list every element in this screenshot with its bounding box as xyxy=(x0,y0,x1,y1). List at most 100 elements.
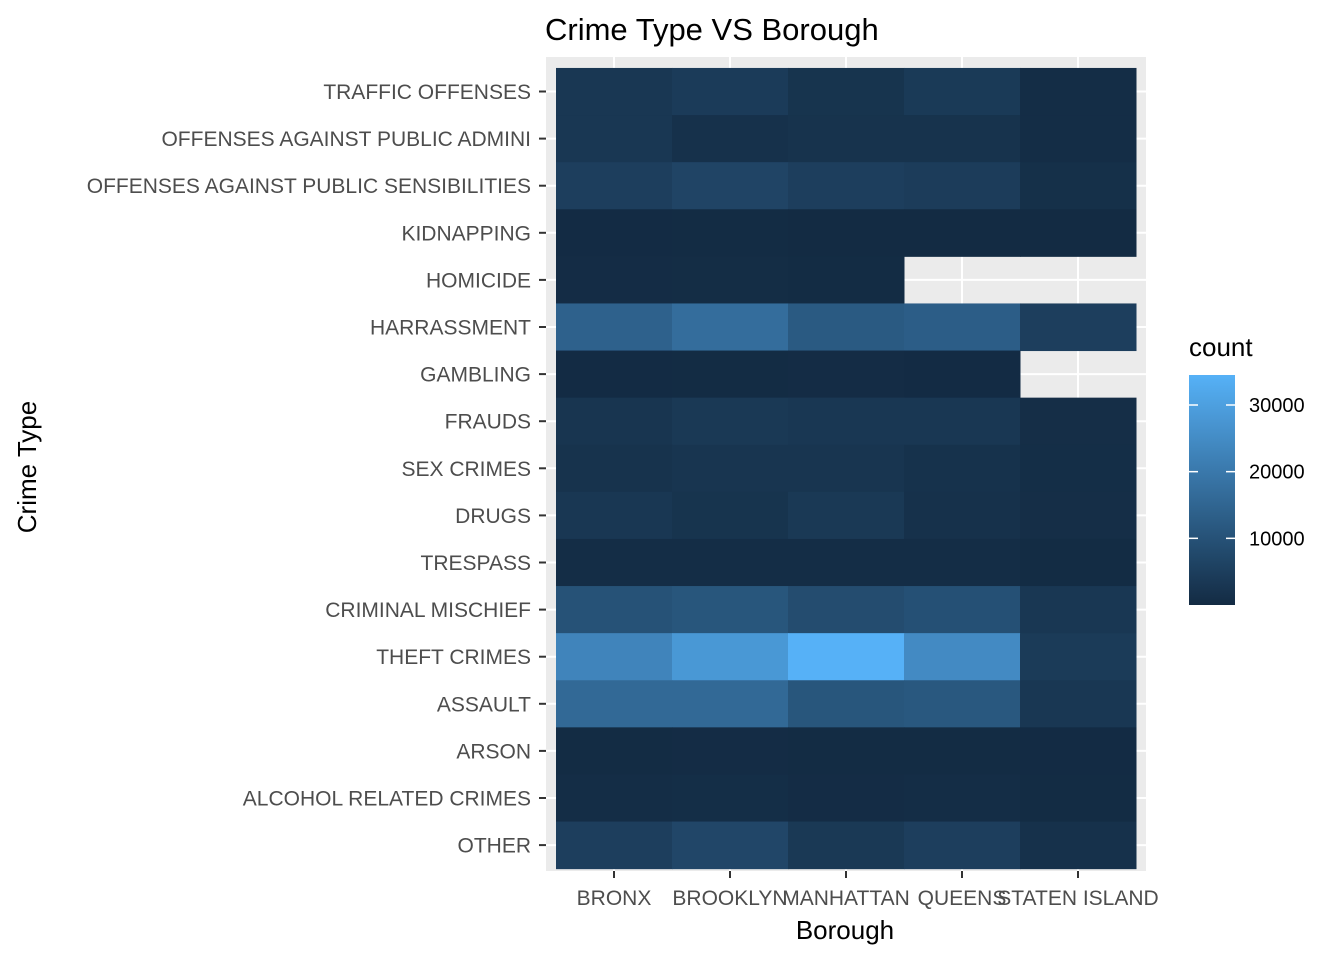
heatmap-tile xyxy=(672,256,789,304)
heatmap-tile xyxy=(672,727,789,775)
y-tick-label: TRAFFIC OFFENSES xyxy=(323,81,531,104)
legend-tick-label: 10000 xyxy=(1249,528,1305,550)
heatmap-tile xyxy=(556,491,673,540)
y-tick-label: DRUGS xyxy=(455,505,531,528)
x-tick-label: BRONX xyxy=(577,887,652,910)
heatmap-tile xyxy=(1020,680,1137,728)
legend-colorbar xyxy=(1189,375,1235,605)
heatmap-tile xyxy=(556,727,673,775)
heatmap-tile xyxy=(788,680,905,728)
heatmap-tile xyxy=(1020,67,1137,116)
y-tick-label: FRAUDS xyxy=(445,411,531,434)
heatmap-tile xyxy=(904,444,1021,493)
x-axis-title: Borough xyxy=(796,915,894,945)
y-tick-label: CRIMINAL MISCHIEF xyxy=(325,599,531,622)
heatmap-tile xyxy=(788,67,905,116)
heatmap-tiles xyxy=(556,67,1137,870)
heatmap-tile xyxy=(904,821,1021,870)
x-tick-label: STATEN ISLAND xyxy=(997,887,1158,910)
legend-title: count xyxy=(1189,332,1253,362)
heatmap-tile xyxy=(1020,115,1137,163)
heatmap-tile xyxy=(556,444,673,493)
y-tick-label: ALCOHOL RELATED CRIMES xyxy=(243,788,531,811)
x-tick-label: QUEENS xyxy=(918,887,1007,910)
x-tick-label: BROOKLYN xyxy=(672,887,787,910)
y-tick-label: SEX CRIMES xyxy=(401,458,531,481)
heatmap-tile xyxy=(788,586,905,634)
heatmap-tile xyxy=(788,821,905,870)
heatmap-tile xyxy=(788,256,905,304)
heatmap-tile xyxy=(556,67,673,116)
heatmap-tile xyxy=(788,350,905,399)
heatmap-tile xyxy=(556,774,673,823)
heatmap-tile xyxy=(556,303,673,352)
heatmap-tile xyxy=(556,162,673,210)
heatmap-tile xyxy=(556,680,673,728)
y-tick-label: HARRASSMENT xyxy=(370,317,531,340)
heatmap-tile xyxy=(672,538,789,587)
y-tick-label: OFFENSES AGAINST PUBLIC ADMINI xyxy=(161,128,531,151)
y-tick-label: OTHER xyxy=(458,835,532,858)
heatmap-tile xyxy=(904,727,1021,775)
heatmap-tile xyxy=(556,586,673,634)
heatmap-tile xyxy=(1020,586,1137,634)
heatmap-tile xyxy=(556,209,673,257)
heatmap-tile xyxy=(904,491,1021,540)
heatmap-tile xyxy=(556,821,673,870)
y-tick-label: GAMBLING xyxy=(420,364,531,387)
y-tick-label: OFFENSES AGAINST PUBLIC SENSIBILITIES xyxy=(87,175,531,198)
heatmap-tile xyxy=(904,162,1021,210)
heatmap-tile xyxy=(904,350,1021,399)
heatmap-tile xyxy=(1020,774,1137,823)
heatmap-tile xyxy=(672,586,789,634)
legend-tick-label: 30000 xyxy=(1249,395,1305,417)
heatmap-tile xyxy=(556,256,673,304)
heatmap-tile xyxy=(1020,444,1137,493)
heatmap-tile xyxy=(1020,821,1137,870)
heatmap-tile xyxy=(1020,538,1137,587)
heatmap-tile xyxy=(788,538,905,587)
heatmap-tile xyxy=(556,538,673,587)
legend-tick-label: 20000 xyxy=(1249,462,1305,484)
heatmap-tile xyxy=(672,397,789,446)
heatmap-tile xyxy=(904,774,1021,823)
heatmap-tile xyxy=(904,209,1021,257)
heatmap-tile xyxy=(672,350,789,399)
heatmap-tile xyxy=(788,774,905,823)
heatmap-tile xyxy=(788,633,905,681)
heatmap-tile xyxy=(904,633,1021,681)
heatmap-tile xyxy=(672,444,789,493)
heatmap-tile xyxy=(672,680,789,728)
heatmap-tile xyxy=(1020,727,1137,775)
y-axis: TRAFFIC OFFENSES OFFENSES AGAINST PUBLIC … xyxy=(87,81,546,858)
heatmap-tile xyxy=(788,303,905,352)
heatmap-tile xyxy=(672,209,789,257)
heatmap-tile xyxy=(1020,633,1137,681)
y-tick-label: ASSAULT xyxy=(437,693,531,716)
heatmap-tile xyxy=(904,586,1021,634)
heatmap-tile xyxy=(788,727,905,775)
heatmap-tile xyxy=(672,633,789,681)
heatmap-tile xyxy=(556,633,673,681)
heatmap-tile xyxy=(788,162,905,210)
chart-title: Crime Type VS Borough xyxy=(545,12,879,47)
heatmap-tile xyxy=(788,397,905,446)
heatmap-tile xyxy=(904,538,1021,587)
heatmap-tile xyxy=(788,209,905,257)
heatmap-tile xyxy=(672,774,789,823)
heatmap-tile xyxy=(788,491,905,540)
heatmap-tile xyxy=(1020,491,1137,540)
heatmap-tile xyxy=(672,67,789,116)
color-legend: count 10000 20000 30000 xyxy=(1189,332,1305,605)
heatmap-tile xyxy=(556,115,673,163)
y-tick-label: THEFT CRIMES xyxy=(376,646,531,669)
heatmap-tile xyxy=(1020,209,1137,257)
x-tick-label: MANHATTAN xyxy=(782,887,910,910)
heatmap-tile xyxy=(904,680,1021,728)
heatmap-tile xyxy=(904,397,1021,446)
heatmap-tile xyxy=(672,162,789,210)
heatmap-tile xyxy=(1020,397,1137,446)
